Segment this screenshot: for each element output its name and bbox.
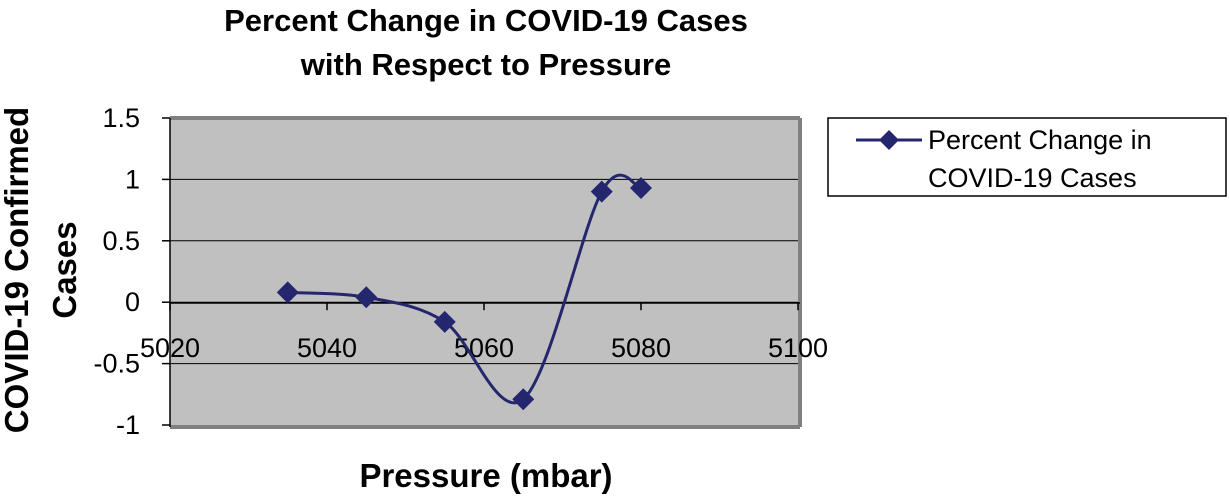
legend-label-line-1: Percent Change in bbox=[928, 125, 1152, 155]
data-point bbox=[355, 286, 378, 309]
data-point bbox=[590, 180, 613, 203]
x-tick-label: 5080 bbox=[611, 333, 671, 363]
x-tick-label: 5020 bbox=[140, 333, 200, 363]
data-point bbox=[630, 176, 652, 199]
x-axis-ticks: 5020 5040 5060 5080 5100 bbox=[140, 302, 828, 363]
legend-marker bbox=[879, 130, 899, 150]
data-point bbox=[512, 388, 535, 411]
x-tick-label: 5040 bbox=[297, 333, 357, 363]
x-tick-label: 5100 bbox=[768, 333, 828, 363]
y-tick-label: -1 bbox=[116, 410, 140, 440]
y-tick-label: 0 bbox=[125, 287, 140, 317]
legend-box bbox=[827, 117, 1227, 197]
chart-title-line-2: with Respect to Pressure bbox=[300, 47, 671, 82]
y-tick-label: 1.5 bbox=[102, 103, 140, 133]
x-axis-title: Pressure (mbar) bbox=[359, 457, 612, 494]
legend-label-line-2: COVID-19 Cases bbox=[928, 163, 1137, 193]
plot-area bbox=[170, 118, 798, 425]
y-tick-label: -0.5 bbox=[93, 349, 140, 379]
x-tick-label: 5060 bbox=[454, 333, 514, 363]
y-axis-title-line-2: Cases bbox=[46, 221, 83, 318]
series-markers bbox=[276, 176, 652, 411]
chart-title-line-1: Percent Change in COVID-19 Cases bbox=[224, 3, 748, 38]
y-axis-title-line-1: COVID-19 Confirmed bbox=[0, 107, 35, 433]
y-tick-label: 0.5 bbox=[102, 226, 140, 256]
y-axis-ticks: 1.5 1 0.5 0 -0.5 -1 bbox=[93, 103, 170, 440]
data-point bbox=[433, 310, 456, 333]
data-point bbox=[276, 281, 299, 304]
y-tick-label: 1 bbox=[125, 164, 140, 194]
